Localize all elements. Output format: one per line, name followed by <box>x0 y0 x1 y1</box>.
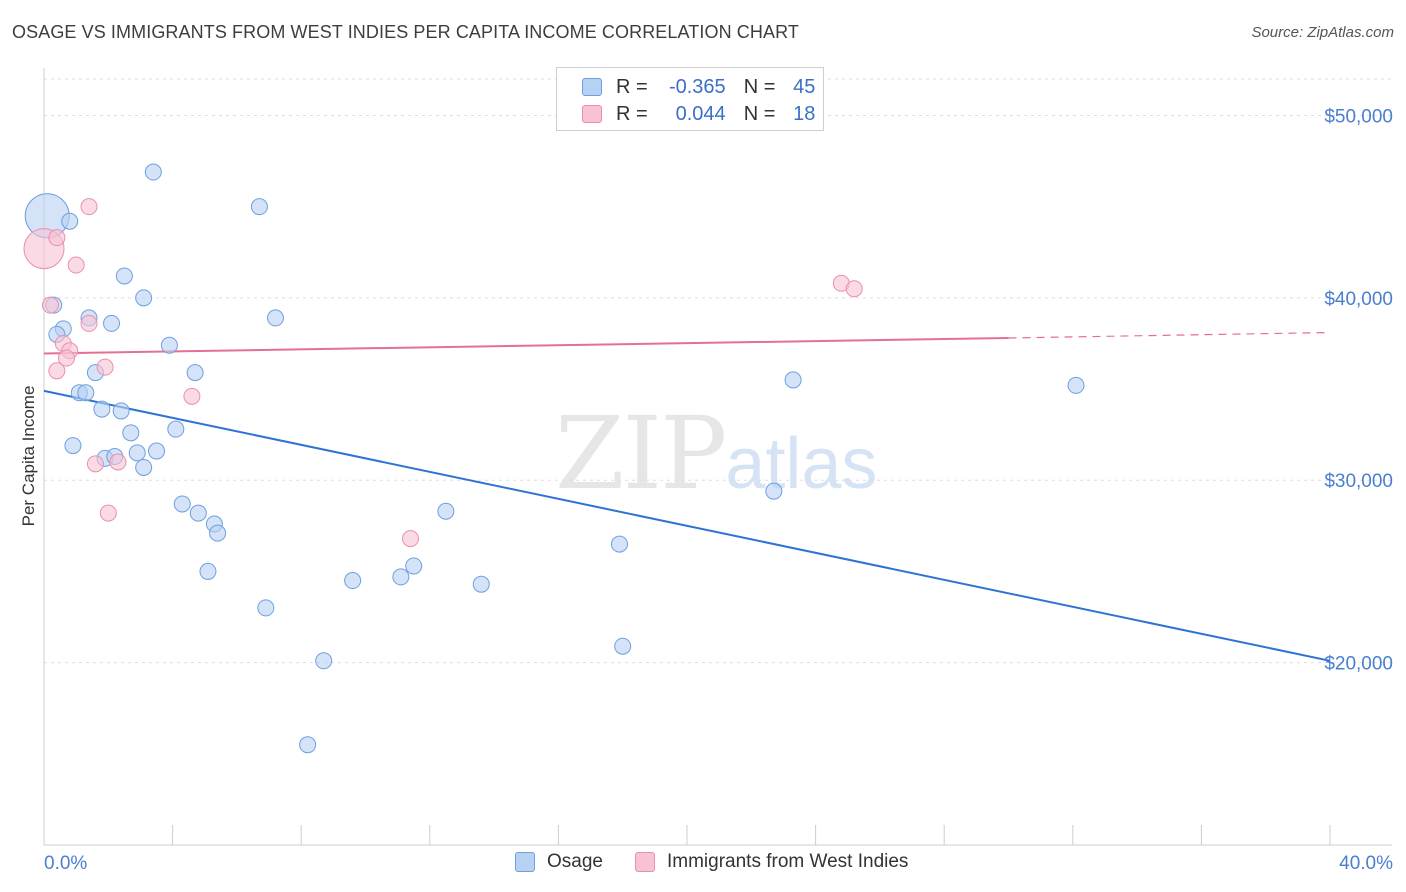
osage-point <box>189 504 207 522</box>
legend-row-osage: R = -0.365 N = 45 <box>557 73 815 101</box>
osage-point <box>112 402 130 420</box>
osage-point <box>209 524 227 542</box>
grid-lines <box>44 78 1392 664</box>
legend-label-osage: Osage <box>547 851 603 872</box>
legend-r-label: R = <box>616 75 648 98</box>
osage-point <box>250 198 268 216</box>
west-indies-point <box>41 296 59 314</box>
legend-r-value: -0.365 <box>668 75 726 98</box>
osage-point <box>160 336 178 354</box>
osage-point <box>784 371 802 389</box>
osage-point <box>115 267 133 285</box>
west-indies-point <box>80 198 98 216</box>
series-legend: Osage Immigrants from West Indies <box>0 851 1406 877</box>
osage-point <box>93 400 111 418</box>
legend-n-label: N = <box>743 102 776 125</box>
west-indies-point <box>109 453 127 471</box>
osage-point <box>144 163 162 181</box>
legend-n-label: N = <box>743 75 776 98</box>
axes <box>43 68 1392 846</box>
y-tick-label: $50,000 <box>1324 106 1393 127</box>
osage-point <box>315 652 333 670</box>
osage-trendline <box>43 389 1331 662</box>
west-indies-point <box>67 256 85 274</box>
osage-point <box>61 212 79 230</box>
chart-title: OSAGE VS IMMIGRANTS FROM WEST INDIES PER… <box>12 22 799 42</box>
osage-point <box>299 736 317 754</box>
y-tick-label: $30,000 <box>1324 471 1393 492</box>
osage-point <box>199 562 217 580</box>
west-indies-point <box>48 362 66 380</box>
x-tick-label: 0.0% <box>44 853 87 874</box>
osage-point <box>103 314 121 332</box>
west-indies-point <box>80 314 98 332</box>
west-indies-point <box>48 229 66 247</box>
osage-point <box>173 495 191 513</box>
y-tick-label: $40,000 <box>1324 289 1393 310</box>
west-indies-trendline <box>43 336 1009 355</box>
osage-point <box>122 424 140 442</box>
osage-point <box>765 482 783 500</box>
osage-point <box>186 364 204 382</box>
legend-swatch-osage <box>582 78 602 96</box>
watermark-atlas: atlas <box>725 424 878 504</box>
west-indies-point <box>86 455 104 473</box>
watermark-zip: ZIP <box>555 395 727 512</box>
source-credit: Source: ZipAtlas.com <box>1251 24 1394 41</box>
osage-point <box>64 437 82 455</box>
axis-labels: $20,000 $30,000 $40,000 $50,000 0.0% 40.0% Per… <box>19 106 1393 874</box>
osage-point <box>77 384 95 402</box>
y-tick-label: $20,000 <box>1324 654 1393 675</box>
osage-point <box>167 420 185 438</box>
osage-point <box>135 289 153 307</box>
west-indies-point <box>58 349 76 367</box>
west-indies-point <box>183 387 201 405</box>
legend-swatch-osage <box>515 852 535 872</box>
watermark: ZIPatlas <box>555 395 877 512</box>
osage-point <box>257 599 275 617</box>
legend-n-value: 45 <box>793 75 816 98</box>
west-indies-point <box>402 530 420 548</box>
west-indies-point <box>96 358 114 376</box>
trend-lines <box>43 331 1331 662</box>
osage-point <box>405 557 423 575</box>
west-indies-point <box>845 280 863 298</box>
correlation-legend: R = -0.365 N = 45 R = 0.044 N = 18 <box>556 67 824 131</box>
x-tick-label: 40.0% <box>1339 853 1393 874</box>
legend-item-west-indies: Immigrants from West Indies <box>635 851 908 873</box>
west-indies-point <box>99 504 117 522</box>
osage-point <box>128 444 146 462</box>
osage-point <box>148 442 166 460</box>
legend-row-west-indies: R = 0.044 N = 18 <box>557 100 815 128</box>
osage-point <box>437 502 455 520</box>
data-points <box>23 163 1085 754</box>
west-indies-trendline-extension <box>1008 331 1331 339</box>
osage-point <box>135 458 153 476</box>
y-axis-label: Per Capita Income <box>19 386 38 527</box>
legend-swatch-west-indies <box>635 852 655 872</box>
osage-point <box>610 535 628 553</box>
osage-point <box>1067 376 1085 394</box>
osage-point <box>614 637 632 655</box>
legend-n-value: 18 <box>793 102 816 125</box>
osage-point <box>266 309 284 327</box>
osage-point <box>392 568 410 586</box>
osage-point <box>344 572 362 590</box>
legend-r-value: 0.044 <box>675 102 726 125</box>
legend-item-osage: Osage <box>515 851 603 873</box>
legend-swatch-west-indies <box>582 105 602 123</box>
legend-label-west-indies: Immigrants from West Indies <box>667 851 909 872</box>
legend-r-label: R = <box>616 102 648 125</box>
osage-point <box>472 575 490 593</box>
